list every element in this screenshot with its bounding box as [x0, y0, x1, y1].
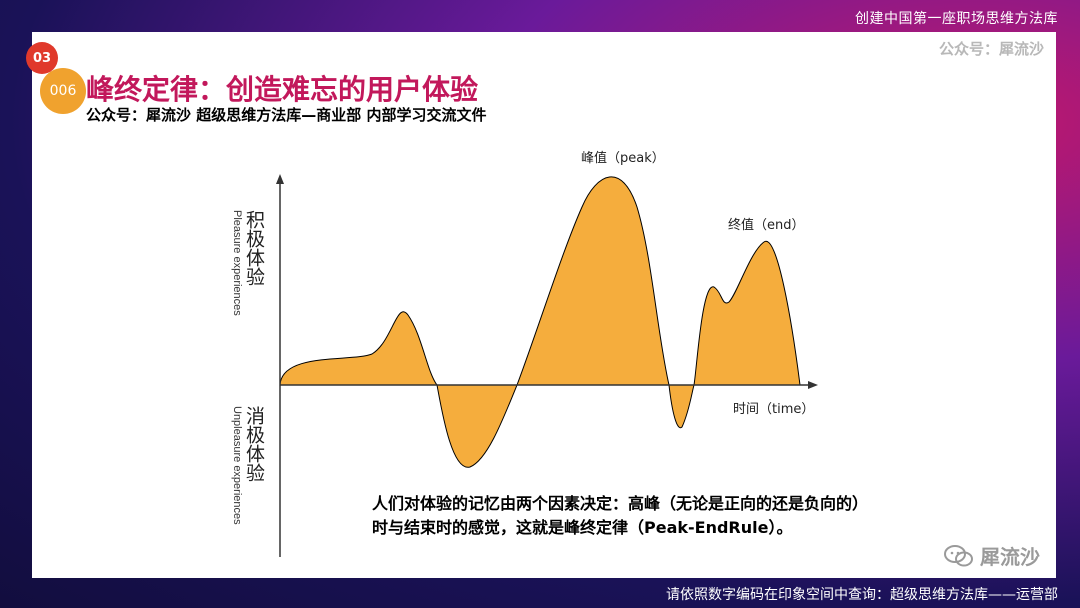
- positive-label-cn: 积极体验: [243, 210, 265, 286]
- section-badge-secondary: 006: [40, 68, 86, 114]
- peak-end-diagram: 积极体验 Pleasure experiences 消极体验 Unpleasur…: [231, 150, 818, 557]
- watermark-top: 公众号：犀流沙: [938, 40, 1044, 58]
- caption-line-1: 人们对体验的记忆由两个因素决定：高峰（无论是正向的还是负向的）: [372, 494, 869, 513]
- watermark-bottom: 犀流沙: [944, 541, 1040, 570]
- caption-line-2: 时与结束时的感觉，这就是峰终定律（Peak-EndRule）。: [372, 518, 793, 537]
- y-axis-arrow-icon: [276, 174, 284, 184]
- caption: 人们对体验的记忆由两个因素决定：高峰（无论是正向的还是负向的） 时与结束时的感觉…: [372, 492, 868, 540]
- top-banner: 创建中国第一座职场思维方法库: [855, 11, 1058, 27]
- x-axis-label: 时间（time）: [733, 402, 814, 417]
- negative-label-en: Unpleasure experiences: [231, 406, 243, 525]
- slide-title: 峰终定律：创造难忘的用户体验: [86, 73, 479, 106]
- experience-curve: [279, 176, 801, 468]
- negative-label-cn: 消极体验: [243, 406, 265, 482]
- positive-label-group: 积极体验 Pleasure experiences: [231, 210, 265, 317]
- peak-label: 峰值（peak）: [581, 150, 665, 166]
- slide: 公众号：犀流沙 006 03 峰终定律：创造难忘的用户体验 公众号：犀流沙 超级…: [26, 32, 1056, 578]
- wechat-icon: [944, 544, 973, 566]
- slide-subtitle: 公众号：犀流沙 超级思维方法库—商业部 内部学习交流文件: [86, 106, 487, 124]
- watermark-bottom-text: 犀流沙: [980, 545, 1040, 569]
- x-axis-arrow-icon: [808, 381, 818, 389]
- end-label: 终值（end）: [728, 217, 805, 233]
- section-badge-primary: 03: [26, 42, 58, 74]
- positive-label-en: Pleasure experiences: [231, 210, 243, 316]
- negative-label-group: 消极体验 Unpleasure experiences: [231, 406, 265, 525]
- bottom-banner: 请依照数字编码在印象空间中查询：超级思维方法库——运营部: [666, 587, 1058, 603]
